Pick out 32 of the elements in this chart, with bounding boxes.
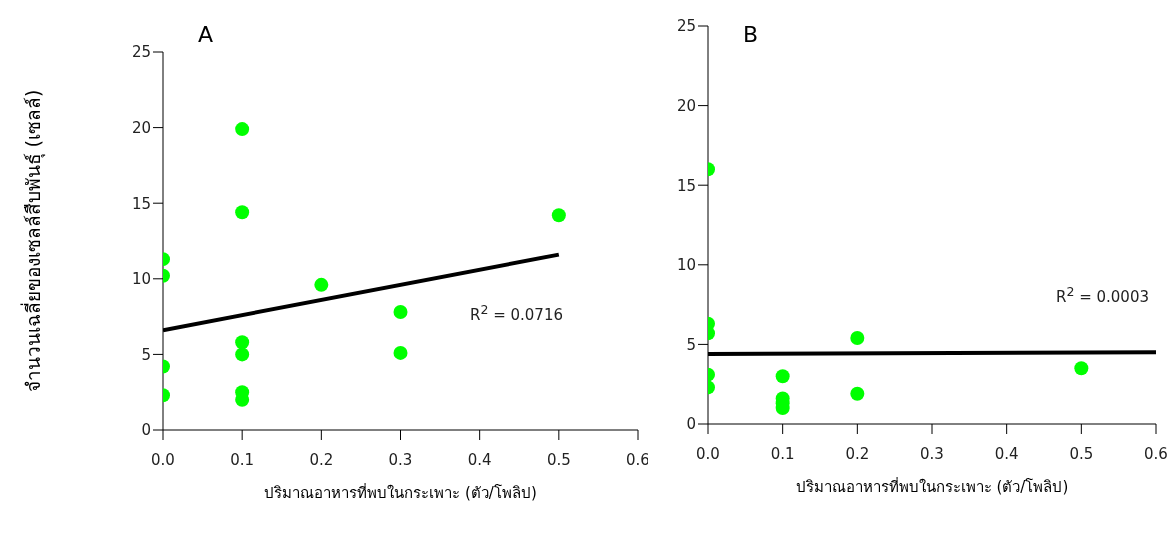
chart-title: A	[198, 22, 214, 47]
y-tick-label: 0	[141, 421, 151, 440]
y-tick-label: 20	[676, 96, 696, 115]
x-tick-label: 0.5	[1069, 444, 1094, 463]
x-tick-label: 0.6	[1144, 444, 1168, 463]
x-tick-label: 0.4	[467, 450, 492, 469]
y-tick-label: 10	[131, 270, 151, 289]
y-tick-label: 15	[131, 194, 151, 213]
y-tick-label: 10	[676, 256, 696, 275]
y-tick-label: 0	[686, 415, 696, 434]
chart-title: B	[743, 22, 759, 47]
annotation: R$^{2}$ = 0.0716	[470, 302, 563, 324]
x-tick-label: 0.1	[770, 444, 795, 463]
annotation: R$^{2}$ = 0.0003	[1056, 284, 1149, 306]
y-tick-label: 25	[131, 43, 151, 62]
x-axis-title: ปริมาณอาหารที่พบในกระเพาะ (ตัว/โพลิป)	[795, 476, 1069, 496]
x-tick-label: 0.0	[151, 450, 175, 469]
x-tick-label: 0.1	[230, 450, 255, 469]
y-tick-label: 15	[676, 176, 696, 195]
y-tick-label: 5	[141, 345, 151, 364]
x-tick-label: 0.5	[546, 450, 571, 469]
x-tick-label: 0.2	[309, 450, 334, 469]
y-axis-title: จำนวนเฉลี่ยของเซลล์สืบพันธุ์ (เซลล์)	[19, 89, 46, 393]
y-tick-label: 20	[131, 118, 151, 137]
x-axis-title: ปริมาณอาหารที่พบในกระเพาะ (ตัว/โพลิป)	[264, 482, 537, 502]
x-tick-label: 0.4	[994, 444, 1019, 463]
x-tick-label: 0.2	[845, 444, 870, 463]
y-tick-label: 5	[686, 335, 696, 354]
x-tick-label: 0.3	[388, 450, 413, 469]
y-tick-label: 25	[676, 17, 696, 36]
x-tick-label: 0.3	[920, 444, 944, 463]
x-tick-label: 0.0	[696, 444, 720, 463]
